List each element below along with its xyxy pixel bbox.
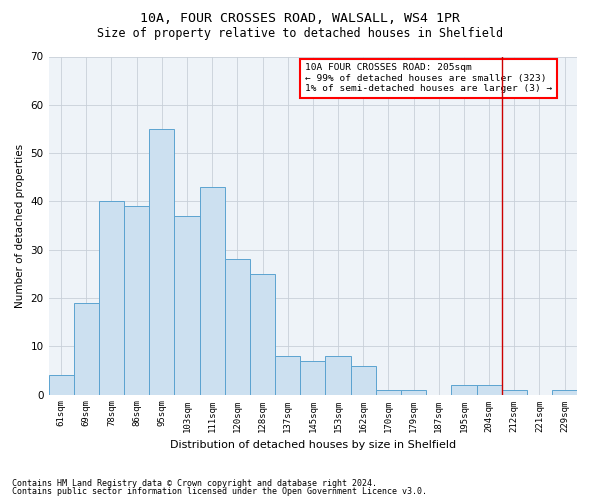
- Bar: [49, 375, 74, 394]
- Bar: [401, 390, 426, 394]
- Text: 10A FOUR CROSSES ROAD: 205sqm
← 99% of detached houses are smaller (323)
1% of s: 10A FOUR CROSSES ROAD: 205sqm ← 99% of d…: [305, 64, 552, 93]
- Text: 10A, FOUR CROSSES ROAD, WALSALL, WS4 1PR: 10A, FOUR CROSSES ROAD, WALSALL, WS4 1PR: [140, 12, 460, 26]
- Bar: [350, 366, 376, 394]
- Bar: [502, 390, 527, 394]
- Bar: [300, 361, 325, 394]
- Bar: [325, 356, 350, 395]
- Bar: [99, 202, 124, 394]
- Bar: [552, 390, 577, 394]
- Bar: [74, 303, 99, 394]
- Bar: [149, 129, 175, 394]
- Bar: [376, 390, 401, 394]
- Text: Size of property relative to detached houses in Shelfield: Size of property relative to detached ho…: [97, 28, 503, 40]
- Y-axis label: Number of detached properties: Number of detached properties: [15, 144, 25, 308]
- Text: Contains HM Land Registry data © Crown copyright and database right 2024.: Contains HM Land Registry data © Crown c…: [12, 478, 377, 488]
- Bar: [451, 385, 476, 394]
- Bar: [476, 385, 502, 394]
- Bar: [200, 187, 225, 394]
- Bar: [250, 274, 275, 394]
- Bar: [225, 260, 250, 394]
- Bar: [175, 216, 200, 394]
- Text: Contains public sector information licensed under the Open Government Licence v3: Contains public sector information licen…: [12, 487, 427, 496]
- X-axis label: Distribution of detached houses by size in Shelfield: Distribution of detached houses by size …: [170, 440, 456, 450]
- Bar: [275, 356, 300, 395]
- Bar: [124, 206, 149, 394]
